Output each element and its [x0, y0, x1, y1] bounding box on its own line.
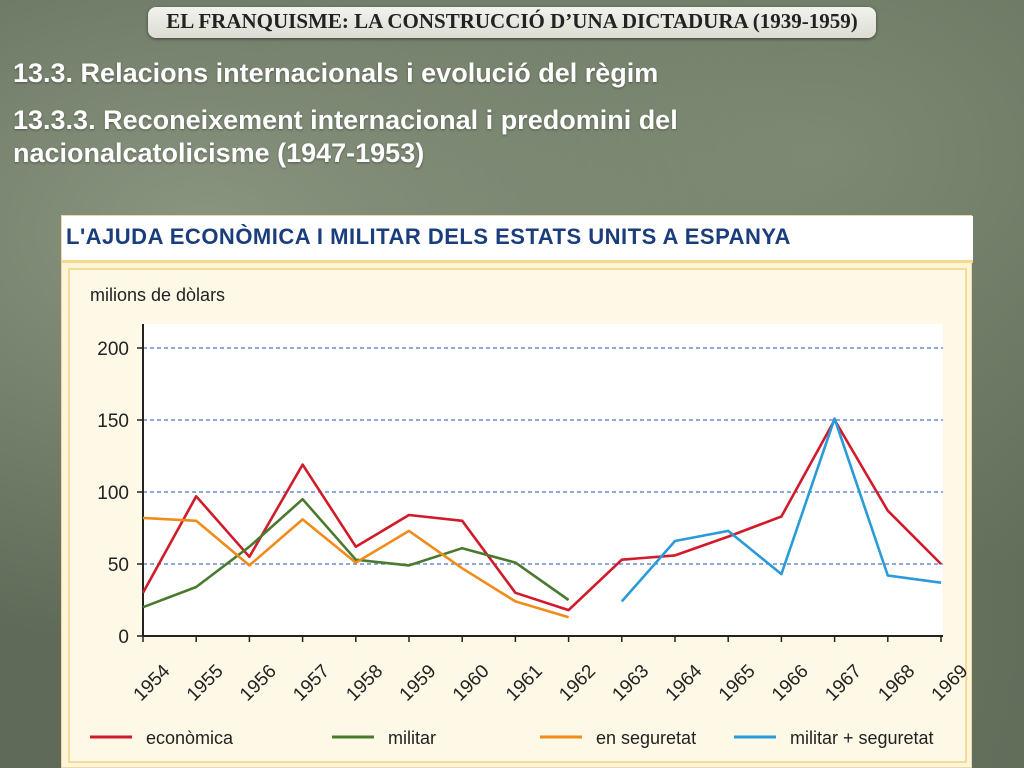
- x-tick-label: 1967: [821, 661, 866, 706]
- y-tick-label: 0: [118, 627, 129, 648]
- x-tick-label: 1962: [555, 661, 600, 706]
- series-line: [142, 497, 570, 609]
- y-tick-label: 100: [97, 483, 129, 504]
- legend-label: militar + seguretat: [790, 728, 934, 748]
- x-tick-label: 1960: [449, 661, 494, 706]
- series-line: [620, 417, 942, 603]
- chart-title: L'AJUDA ECONÒMICA I MILITAR DELS ESTATS …: [66, 224, 791, 249]
- title-divider: [62, 260, 973, 263]
- x-tick-label: 1965: [715, 661, 760, 706]
- x-tick-label: 1964: [662, 660, 707, 705]
- x-tick-label: 1958: [342, 661, 387, 706]
- y-tick-label: 200: [97, 339, 129, 360]
- y-axis-label: milions de dòlars: [90, 285, 225, 305]
- plot-area: [143, 324, 943, 636]
- legend-label: militar: [388, 728, 436, 748]
- subsection-heading: 13.3.3. Reconeixement internacional i pr…: [13, 105, 678, 168]
- x-tick-label: 1954: [130, 660, 175, 705]
- x-tick-label: 1969: [928, 661, 973, 706]
- series-line: [142, 516, 569, 619]
- legend-label: en seguretat: [596, 728, 696, 748]
- x-tick-label: 1966: [768, 661, 813, 706]
- banner-title: EL FRANQUISME: LA CONSTRUCCIÓ D’UNA DICT…: [148, 6, 876, 38]
- section-heading: 13.3. Relacions internacionals i evoluci…: [13, 58, 659, 88]
- y-tick-label: 50: [108, 555, 129, 576]
- legend-label: econòmica: [146, 728, 234, 748]
- x-tick-label: 1955: [183, 661, 228, 706]
- series-line: [141, 418, 942, 612]
- x-tick-label: 1959: [396, 661, 441, 706]
- chart-title-bar: L'AJUDA ECONÒMICA I MILITAR DELS ESTATS …: [62, 216, 973, 260]
- x-tick-label: 1968: [874, 661, 919, 706]
- x-tick-label: 1956: [236, 661, 281, 706]
- y-tick-label: 150: [97, 411, 129, 432]
- x-tick-label: 1957: [289, 661, 334, 706]
- x-tick-label: 1961: [502, 661, 547, 706]
- x-tick-label: 1963: [608, 661, 653, 706]
- presentation-banner: EL FRANQUISME: LA CONSTRUCCIÓ D’UNA DICT…: [0, 0, 1024, 44]
